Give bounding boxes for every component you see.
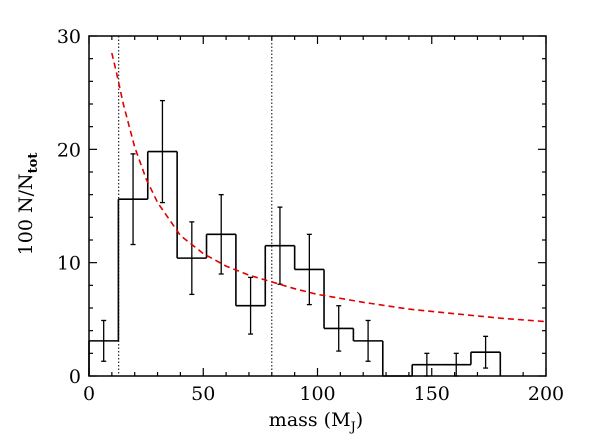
- x-tick-label-3: 150: [414, 383, 450, 405]
- fit-curve-group: [111, 52, 547, 323]
- y-axis-title-main: 100 N/N: [15, 173, 37, 255]
- reference-lines: [118, 36, 273, 376]
- error-bars: [101, 99, 489, 377]
- y-tick-label-2: 20: [57, 139, 81, 161]
- axis-ticks: [88, 35, 547, 377]
- x-tick-label-2: 100: [299, 383, 335, 405]
- x-axis-title: mass (MJ): [269, 409, 363, 435]
- fit-curve: [111, 52, 547, 323]
- y-axis-title-sub: tot: [26, 153, 41, 174]
- y-tick-label-0: 0: [69, 366, 81, 388]
- x-tick-label-1: 50: [191, 383, 215, 405]
- axis-tick-labels: 0 50 100 150 200 0 10 20 30: [57, 26, 564, 405]
- y-axis-title: 100 N/Ntot: [15, 153, 41, 256]
- y-tick-label-3: 30: [57, 26, 81, 48]
- x-axis-title-close: ): [356, 409, 363, 431]
- y-tick-label-1: 10: [57, 253, 81, 275]
- plot-frame: [88, 35, 547, 377]
- axes-frame: [88, 35, 547, 377]
- histogram-bars: [88, 150, 502, 377]
- x-tick-label-0: 0: [83, 383, 95, 405]
- x-axis-title-main: mass (M: [269, 409, 351, 431]
- x-tick-label-4: 200: [528, 383, 564, 405]
- x-axis-title-sub: J: [349, 420, 356, 435]
